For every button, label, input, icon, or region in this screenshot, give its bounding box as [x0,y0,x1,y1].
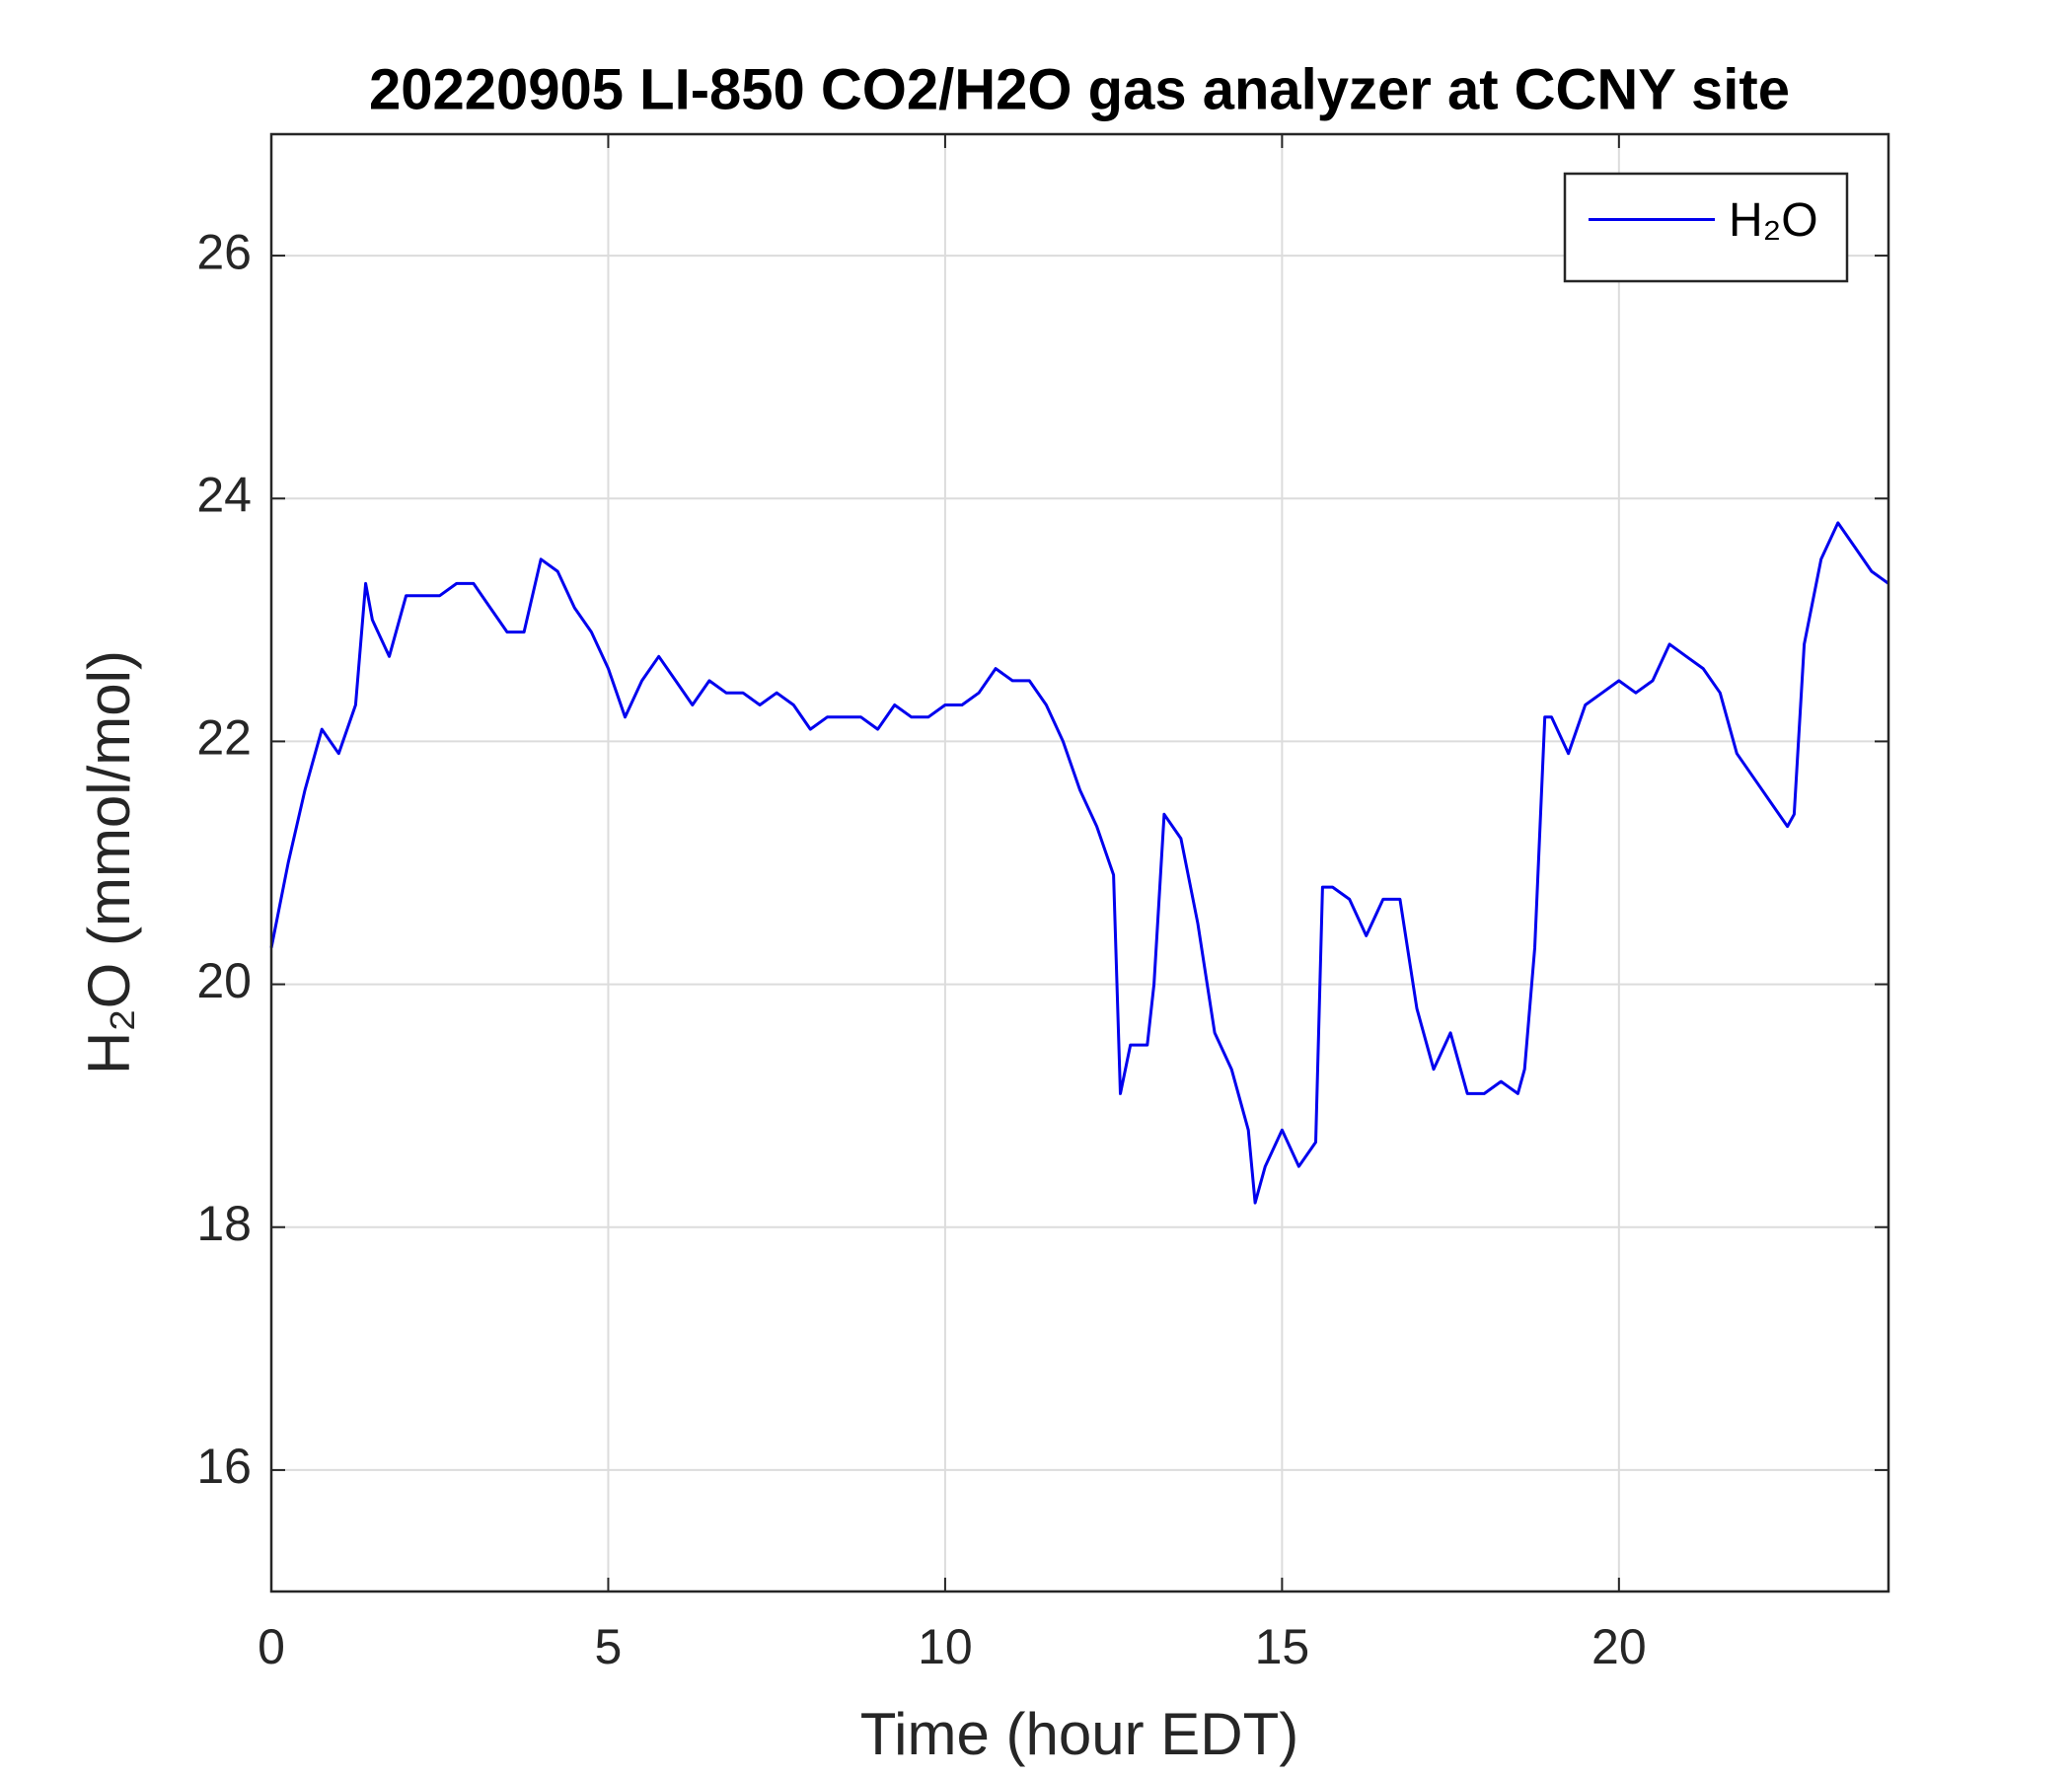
x-tick-label: 10 [918,1619,973,1674]
x-tick-label: 20 [1591,1619,1647,1674]
y-tick-label: 26 [196,224,252,279]
chart-title: 20220905 LI-850 CO2/H2O gas analyzer at … [369,57,1790,121]
y-tick-label: 16 [196,1439,252,1494]
x-tick-label: 15 [1255,1619,1310,1674]
y-tick-label: 20 [196,953,252,1008]
legend-box [1563,172,1849,283]
data-line [269,521,1889,1205]
y-tick-label: 18 [196,1196,252,1251]
legend-label: H₂O [1729,194,1818,247]
y-tick-label: 24 [196,467,252,522]
y-tick-label: 22 [196,710,252,766]
y-axis-label: H₂O (mmol/mol) [76,650,142,1074]
x-tick-label: 0 [258,1619,285,1674]
x-axis-label: Time (hour EDT) [860,1701,1299,1767]
plot-frame [269,132,1890,1593]
x-tick-label: 5 [595,1619,623,1674]
